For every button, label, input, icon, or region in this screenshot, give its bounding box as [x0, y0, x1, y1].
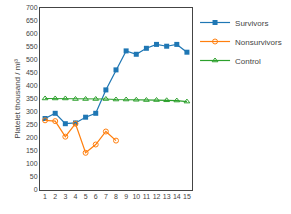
svg-text:100: 100 — [26, 160, 38, 167]
svg-text:650: 650 — [26, 17, 38, 24]
svg-text:500: 500 — [26, 56, 38, 63]
svg-text:200: 200 — [26, 134, 38, 141]
svg-text:450: 450 — [26, 69, 38, 76]
svg-text:Nonsurvivors: Nonsurvivors — [235, 38, 282, 47]
svg-text:150: 150 — [26, 147, 38, 154]
svg-text:5: 5 — [84, 193, 88, 200]
svg-text:8: 8 — [114, 193, 118, 200]
svg-text:550: 550 — [26, 43, 38, 50]
svg-text:12: 12 — [153, 193, 161, 200]
svg-text:300: 300 — [26, 108, 38, 115]
svg-text:0: 0 — [34, 186, 38, 193]
svg-text:Platelet thousand / ml³: Platelet thousand / ml³ — [13, 59, 22, 139]
svg-text:2: 2 — [53, 193, 57, 200]
svg-text:3: 3 — [63, 193, 67, 200]
svg-text:350: 350 — [26, 95, 38, 102]
svg-text:14: 14 — [173, 193, 181, 200]
svg-text:13: 13 — [163, 193, 171, 200]
svg-text:15: 15 — [183, 193, 191, 200]
svg-text:1: 1 — [43, 193, 47, 200]
svg-text:Survivors: Survivors — [235, 19, 268, 28]
svg-text:600: 600 — [26, 30, 38, 37]
svg-text:700: 700 — [26, 4, 38, 11]
svg-text:4: 4 — [74, 193, 78, 200]
svg-text:250: 250 — [26, 121, 38, 128]
svg-text:7: 7 — [104, 193, 108, 200]
svg-text:50: 50 — [30, 173, 38, 180]
svg-text:400: 400 — [26, 82, 38, 89]
svg-text:6: 6 — [94, 193, 98, 200]
svg-text:10: 10 — [132, 193, 140, 200]
svg-text:9: 9 — [124, 193, 128, 200]
svg-text:Control: Control — [235, 57, 261, 66]
svg-text:11: 11 — [143, 193, 150, 200]
